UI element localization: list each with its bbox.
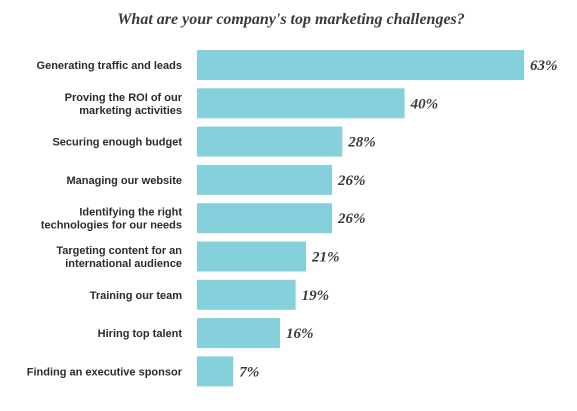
category-label: Securing enough budget [52,137,182,149]
category-label: Hiring top talent [98,328,183,340]
category-label: Training our team [90,290,183,302]
bar [197,356,234,387]
bar [197,241,306,272]
bar [197,126,343,157]
category-label: technologies for our needs [41,220,182,232]
value-label: 19% [302,288,330,304]
value-label: 7% [239,364,259,380]
bar [197,88,405,119]
category-label: Identifying the right [79,207,182,219]
value-label: 26% [337,211,366,227]
value-label: 40% [410,96,439,112]
bar [197,203,332,234]
value-label: 26% [337,173,366,189]
value-label: 63% [530,58,558,74]
value-label: 21% [311,250,340,266]
bar [197,318,280,349]
bar [197,50,524,80]
category-label: Targeting content for an [56,245,182,257]
value-label: 28% [347,135,376,151]
category-label: international audience [65,258,182,270]
category-label: Managing our website [66,175,182,187]
category-label: marketing activities [79,105,182,117]
value-label: 16% [286,326,314,342]
category-label: Finding an executive sponsor [27,366,183,378]
bar-rows: Generating traffic and leads 63% Proving t… [27,50,558,387]
bar [197,279,296,310]
chart-title: What are your company's top marketing ch… [117,11,465,28]
category-label: Generating traffic and leads [37,60,182,72]
category-label: Proving the ROI of our [65,92,183,104]
bar [197,164,332,195]
